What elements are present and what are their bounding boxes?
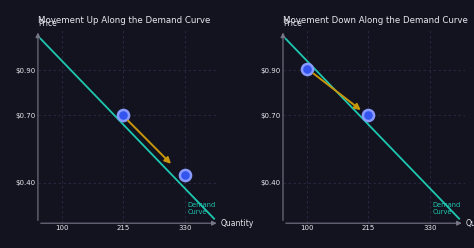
Text: Demand
Curve: Demand Curve (187, 202, 216, 215)
Text: Demand
Curve: Demand Curve (432, 202, 461, 215)
Text: Price: Price (283, 19, 302, 28)
Text: Quantity: Quantity (465, 219, 474, 228)
Text: Price: Price (38, 19, 57, 28)
Text: Movement Down Along the Demand Curve: Movement Down Along the Demand Curve (283, 16, 468, 25)
Text: Movement Up Along the Demand Curve: Movement Up Along the Demand Curve (38, 16, 210, 25)
Text: Quantity: Quantity (220, 219, 254, 228)
